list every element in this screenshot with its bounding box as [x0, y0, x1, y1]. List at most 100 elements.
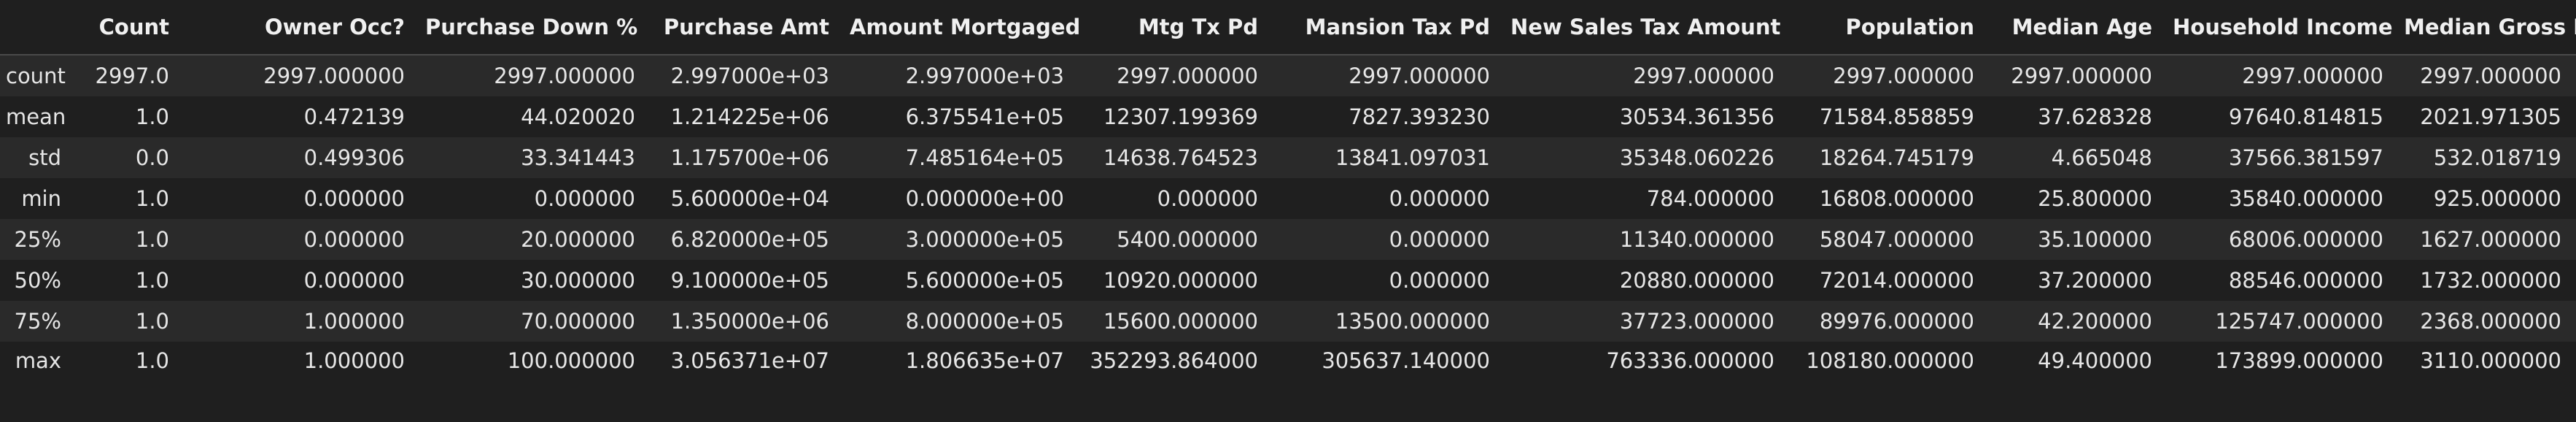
table-row: std 0.0 0.499306 33.341443 1.175700e+06 7.485… [0, 137, 2576, 178]
table-cell: 42.200000 [2038, 309, 2152, 334]
table-cell: 2997.0 [95, 64, 169, 88]
table-cell: 100.000000 [507, 348, 635, 373]
table-cell: 68006.000000 [2228, 227, 2383, 252]
column-header: Median Age [1989, 0, 2167, 55]
table-cell: 1627.000000 [2420, 227, 2561, 252]
table-row: mean 1.0 0.472139 44.020020 1.214225e+06 6.37… [0, 96, 2576, 137]
table-cell: 18264.745179 [1819, 145, 1974, 170]
table-cell: 3110.000000 [2420, 348, 2561, 373]
table-cell: 2.997000e+03 [670, 64, 829, 88]
row-index-label: mean [6, 104, 66, 129]
table-cell: 2997.000000 [1833, 64, 1974, 88]
table-cell: 173899.000000 [2215, 348, 2383, 373]
table-cell: 532.018719 [2433, 145, 2561, 170]
row-index-label: 75% [14, 309, 61, 334]
table-cell: 1.0 [135, 186, 169, 211]
column-header: Median Gross Rent [2398, 0, 2576, 55]
table-cell: 2997.000000 [1117, 64, 1258, 88]
table-cell: 11340.000000 [1619, 227, 1774, 252]
table-cell: 3.000000e+05 [905, 227, 1064, 252]
table-cell: 72014.000000 [1819, 268, 1974, 293]
row-index-label: std [28, 145, 61, 170]
column-header: Mansion Tax Pd [1273, 0, 1505, 55]
table-cell: 7827.393230 [1349, 104, 1490, 129]
table-cell: 0.000000 [1389, 268, 1490, 293]
table-cell: 20880.000000 [1619, 268, 1774, 293]
table-cell: 2021.971305 [2420, 104, 2561, 129]
table-cell: 125747.000000 [2215, 309, 2383, 334]
table-cell: 13841.097031 [1335, 145, 1490, 170]
table-cell: 9.100000e+05 [670, 268, 829, 293]
table-cell: 35348.060226 [1619, 145, 1774, 170]
table-body: count 2997.0 2997.000000 2997.000000 2.99700… [0, 55, 2576, 380]
column-header: New Sales Tax Amount [1505, 0, 1789, 55]
table-cell: 35.100000 [2038, 227, 2152, 252]
header-row: Count Owner Occ? Purchase Down % Purchase A… [0, 0, 2576, 55]
table-cell: 37.200000 [2038, 268, 2152, 293]
table-row: 75% 1.0 1.000000 70.000000 1.350000e+06 8.000… [0, 301, 2576, 342]
column-header: Household Income [2167, 0, 2398, 55]
table-cell: 1.350000e+06 [670, 309, 829, 334]
table-cell: 3.056371e+07 [670, 348, 829, 373]
table-cell: 2997.000000 [2242, 64, 2383, 88]
table-cell: 925.000000 [2433, 186, 2561, 211]
table-cell: 0.000000 [1389, 186, 1490, 211]
column-header: Owner Occ? [184, 0, 419, 55]
table-cell: 1.0 [135, 227, 169, 252]
table-row: max 1.0 1.000000 100.000000 3.056371e+07 1.80… [0, 342, 2576, 380]
table-row: min 1.0 0.000000 0.000000 5.600000e+04 0.0000… [0, 178, 2576, 219]
table-cell: 108180.000000 [1806, 348, 1974, 373]
table-cell: 6.375541e+05 [905, 104, 1064, 129]
row-index-label: min [21, 186, 61, 211]
column-header: Amount Mortgaged [844, 0, 1079, 55]
table-cell: 97640.814815 [2228, 104, 2383, 129]
table-cell: 2997.000000 [1633, 64, 1774, 88]
table-cell: 44.020020 [521, 104, 635, 129]
table-cell: 7.485164e+05 [905, 145, 1064, 170]
table-cell: 1.175700e+06 [670, 145, 829, 170]
table-cell: 2997.000000 [2011, 64, 2152, 88]
table-cell: 2997.000000 [263, 64, 405, 88]
row-index-label: 25% [14, 227, 61, 252]
table-cell: 1.000000 [303, 309, 405, 334]
row-index-label: max [15, 348, 61, 373]
table-cell: 12307.199369 [1103, 104, 1258, 129]
table-cell: 0.000000 [1157, 186, 1258, 211]
table-cell: 49.400000 [2038, 348, 2152, 373]
table-cell: 70.000000 [521, 309, 635, 334]
table-cell: 1732.000000 [2420, 268, 2561, 293]
table-cell: 5400.000000 [1117, 227, 1258, 252]
table-cell: 37566.381597 [2228, 145, 2383, 170]
row-index-label: 50% [14, 268, 61, 293]
table-cell: 1.0 [135, 268, 169, 293]
table-cell: 2997.000000 [2420, 64, 2561, 88]
table-cell: 1.214225e+06 [670, 104, 829, 129]
index-header-blank [0, 0, 73, 55]
column-header: Population [1789, 0, 1989, 55]
table-cell: 10920.000000 [1103, 268, 1258, 293]
table-cell: 30534.361356 [1619, 104, 1774, 129]
describe-table: Count Owner Occ? Purchase Down % Purchase A… [0, 0, 2576, 380]
column-header: Mtg Tx Pd [1079, 0, 1273, 55]
table-cell: 763336.000000 [1606, 348, 1774, 373]
table-cell: 35840.000000 [2228, 186, 2383, 211]
table-cell: 33.341443 [521, 145, 635, 170]
table-header: Count Owner Occ? Purchase Down % Purchase A… [0, 0, 2576, 55]
table-cell: 16808.000000 [1819, 186, 1974, 211]
table-row: 25% 1.0 0.000000 20.000000 6.820000e+05 3.000… [0, 219, 2576, 260]
table-cell: 2997.000000 [1349, 64, 1490, 88]
table-cell: 37.628328 [2038, 104, 2152, 129]
table-cell: 5.600000e+04 [670, 186, 829, 211]
table-cell: 0.000000 [534, 186, 635, 211]
table-row: count 2997.0 2997.000000 2997.000000 2.99700… [0, 55, 2576, 96]
table-cell: 4.665048 [2051, 145, 2152, 170]
table-cell: 1.0 [135, 348, 169, 373]
table-cell: 15600.000000 [1103, 309, 1258, 334]
table-cell: 1.806635e+07 [905, 348, 1064, 373]
table-cell: 0.000000 [303, 268, 405, 293]
table-cell: 1.0 [135, 104, 169, 129]
table-cell: 784.000000 [1646, 186, 1774, 211]
table-cell: 1.000000 [303, 348, 405, 373]
table-cell: 0.000000 [303, 227, 405, 252]
